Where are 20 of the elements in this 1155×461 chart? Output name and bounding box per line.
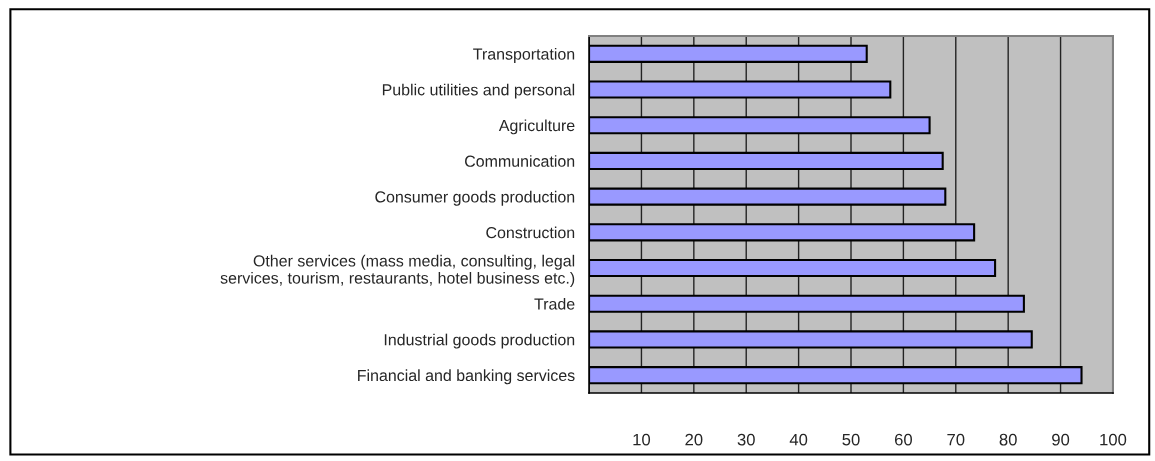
y-tick-label: Industrial goods production (384, 333, 575, 349)
x-tick-label: 80 (999, 433, 1017, 446)
y-tick-label: Agriculture (498, 119, 575, 135)
y-tick-label: Communication (465, 155, 575, 167)
y-tick-label: Consumer goods production (375, 190, 575, 206)
x-tick-label: 60 (894, 433, 913, 446)
x-tick-label: 100 (1100, 433, 1127, 446)
y-tick-label: Other services (mass media, consulting, legal services, tourism, restaurants, hotel business etc.) (220, 254, 575, 287)
x-tick-label: 50 (842, 433, 860, 446)
y-tick-label: Construction (486, 226, 575, 239)
x-tick-label: 10 (633, 433, 651, 446)
x-tick-label: 20 (685, 433, 703, 446)
y-tick-label: Trade (534, 297, 575, 310)
x-tick-label: 40 (789, 433, 808, 446)
x-tick-label: 90 (1052, 433, 1070, 446)
y-tick-label: Transportation (473, 48, 575, 63)
x-tick-label: 70 (947, 433, 965, 446)
y-tick-label: Financial and banking services (358, 369, 575, 385)
x-tick-label: 30 (737, 433, 755, 446)
y-tick-label: Public utilities and personal (382, 83, 575, 99)
